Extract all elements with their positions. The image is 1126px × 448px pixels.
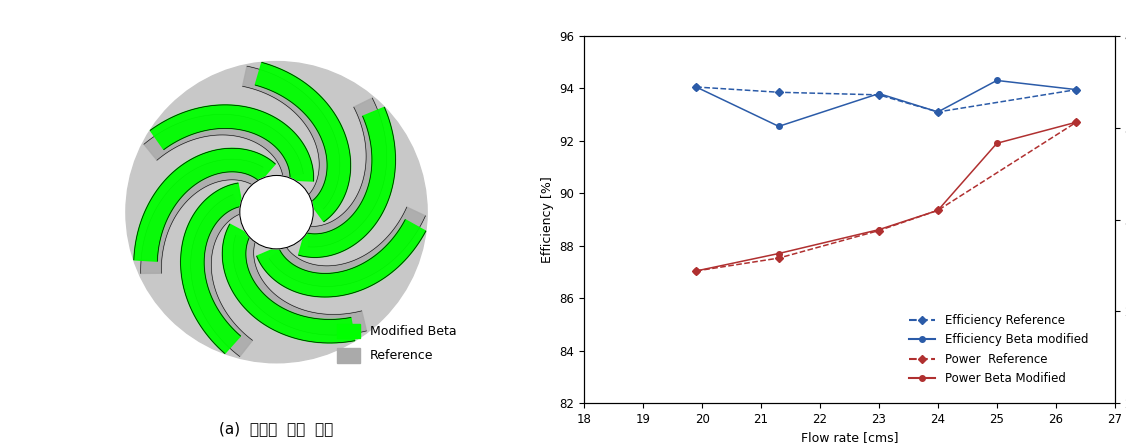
Polygon shape	[298, 108, 395, 258]
Polygon shape	[269, 207, 426, 286]
Polygon shape	[233, 235, 366, 335]
Text: (a)  삼차원  형상  비교: (a) 삼차원 형상 비교	[220, 422, 333, 436]
Polygon shape	[257, 220, 426, 297]
Polygon shape	[190, 195, 252, 357]
Polygon shape	[256, 62, 350, 222]
Legend: Efficiency Reference, Efficiency Beta modified, Power  Reference, Power Beta Mod: Efficiency Reference, Efficiency Beta mo…	[904, 309, 1093, 390]
Polygon shape	[141, 159, 263, 273]
Y-axis label: Efficiency [%]: Efficiency [%]	[540, 176, 554, 263]
X-axis label: Flow rate [cms]: Flow rate [cms]	[801, 431, 899, 444]
Polygon shape	[134, 148, 275, 261]
Polygon shape	[150, 105, 313, 181]
Polygon shape	[242, 66, 340, 209]
Polygon shape	[309, 98, 386, 247]
Circle shape	[126, 61, 427, 363]
Circle shape	[240, 176, 313, 249]
Polygon shape	[144, 114, 303, 177]
Legend: Modified Beta, Reference: Modified Beta, Reference	[332, 319, 462, 367]
Polygon shape	[180, 183, 242, 353]
Polygon shape	[222, 224, 355, 343]
